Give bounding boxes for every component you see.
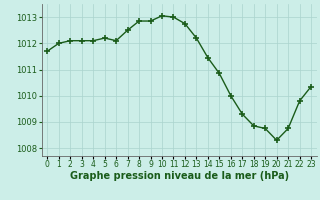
X-axis label: Graphe pression niveau de la mer (hPa): Graphe pression niveau de la mer (hPa): [70, 171, 289, 181]
